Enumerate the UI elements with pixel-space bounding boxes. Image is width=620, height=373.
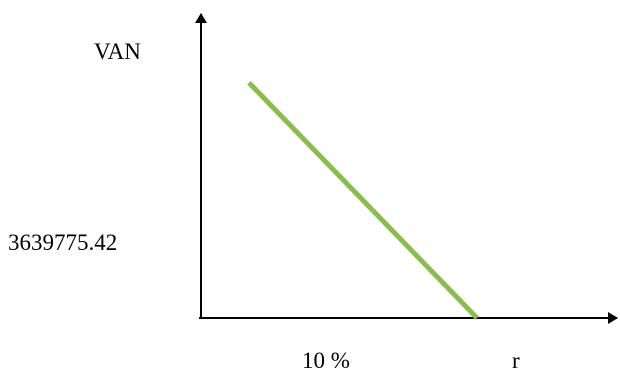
x-axis-label: r [512, 348, 520, 373]
y-axis-label: VAN [94, 39, 141, 64]
npv-series-line [247, 80, 479, 320]
x-tick-label: 10 % [302, 348, 350, 373]
y-tick-label: 3639775.42 [8, 230, 117, 255]
